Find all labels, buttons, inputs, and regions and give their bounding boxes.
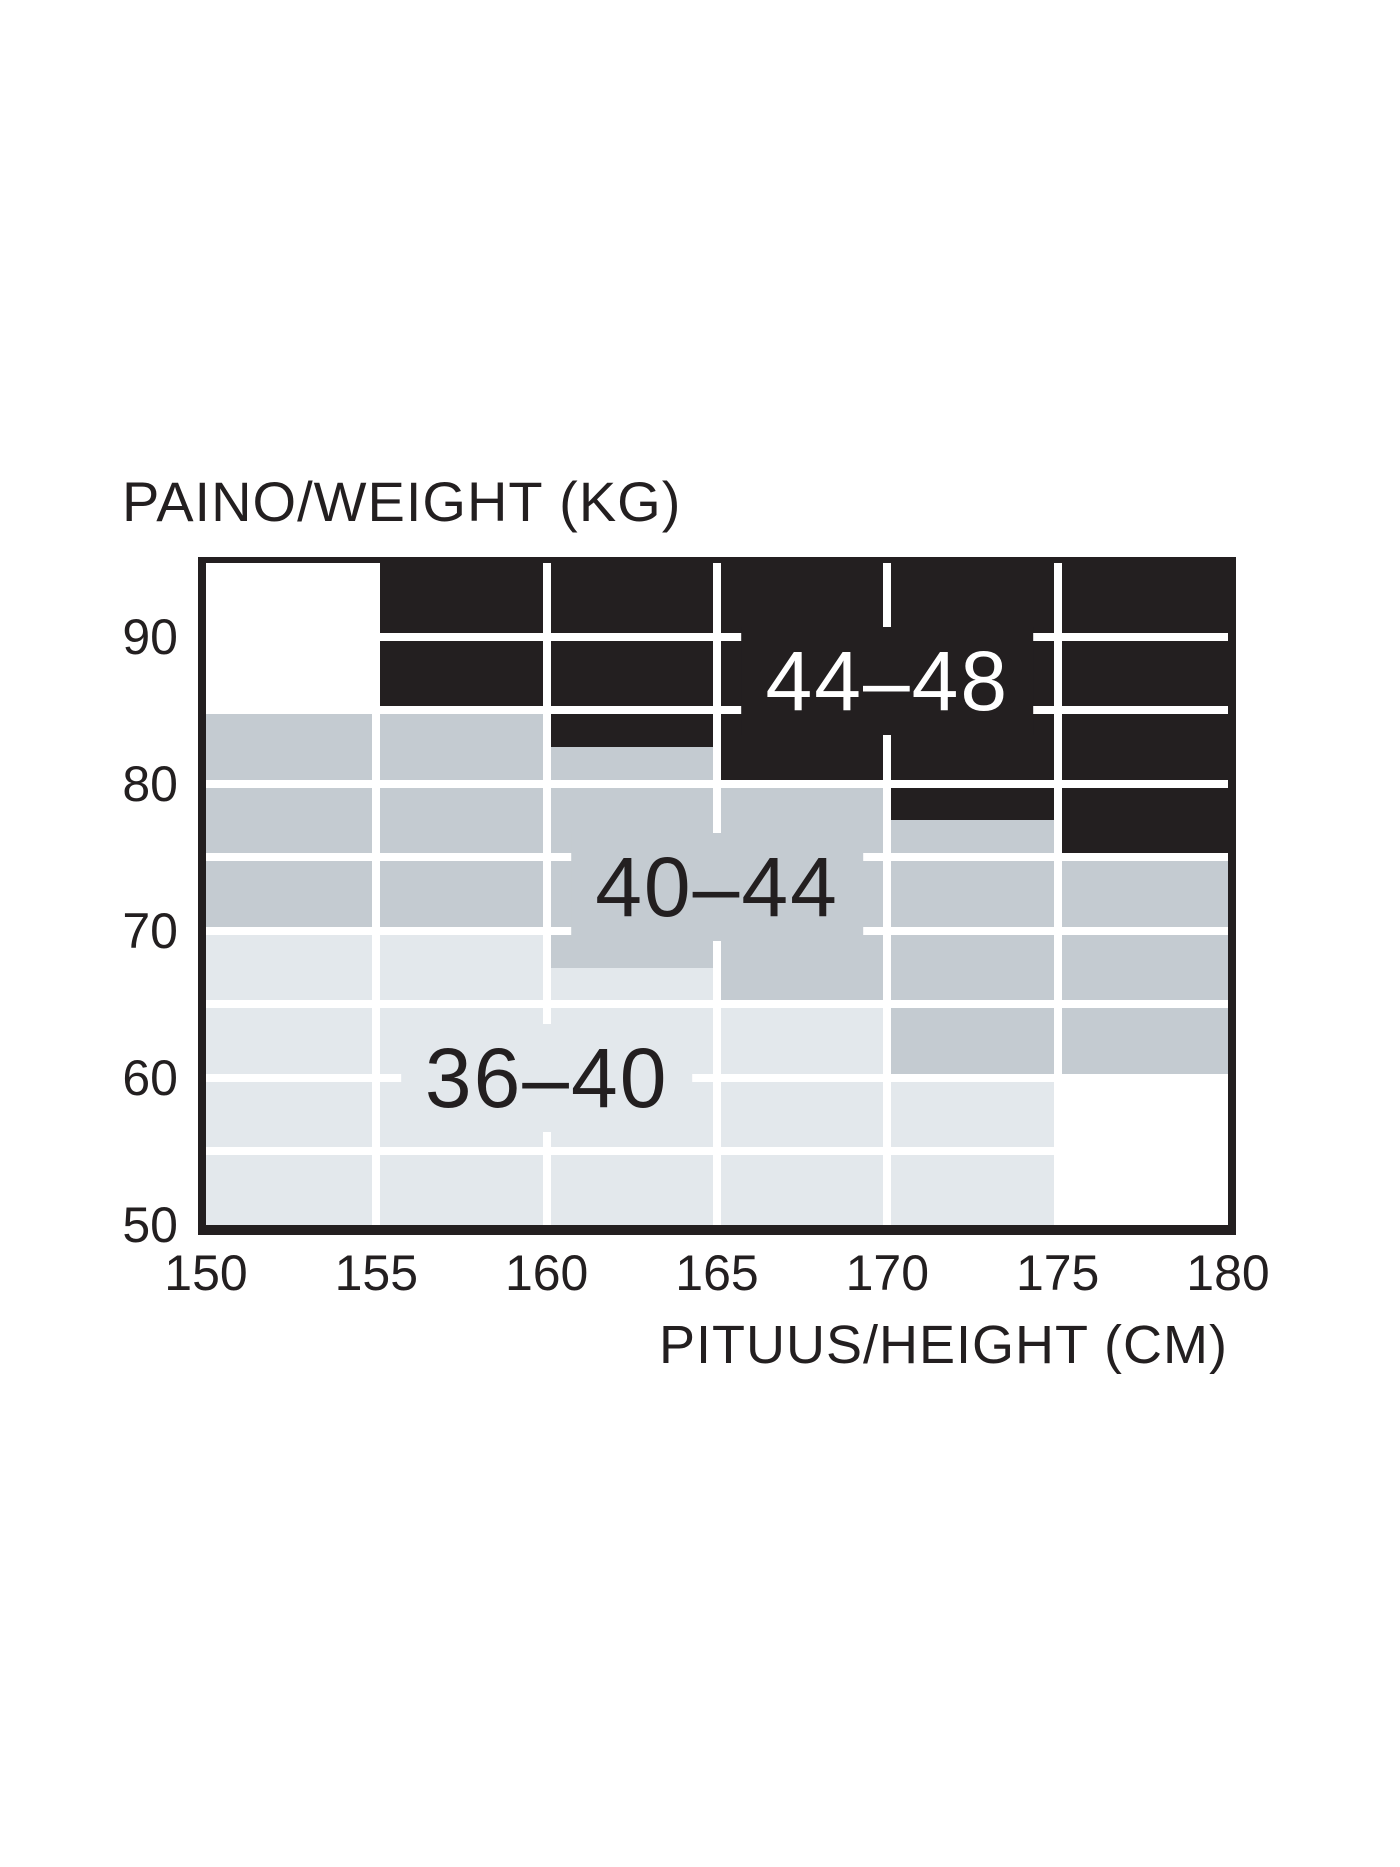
grid-band bbox=[546, 563, 717, 747]
vertical-gridline bbox=[372, 563, 381, 1225]
plot-area: 36–40 40–44 44–48 bbox=[198, 557, 1236, 1235]
y-tick-label: 70 bbox=[122, 902, 178, 959]
y-tick-label: 50 bbox=[122, 1197, 178, 1253]
grid-band bbox=[376, 710, 547, 931]
horizontal-gridline bbox=[206, 1000, 1228, 1009]
horizontal-gridline bbox=[206, 632, 1228, 641]
horizontal-gridline bbox=[206, 1147, 1228, 1156]
grid-band bbox=[1057, 857, 1228, 1078]
grid-band bbox=[887, 820, 1058, 1078]
y-tick-label: 60 bbox=[122, 1049, 178, 1106]
size-region-label: 40–44 bbox=[571, 832, 863, 941]
size-region-label: 36–40 bbox=[400, 1023, 693, 1132]
grid-band bbox=[717, 1004, 888, 1225]
grid-band bbox=[206, 710, 377, 931]
horizontal-gridline bbox=[206, 779, 1228, 788]
size-region-label: 44–48 bbox=[741, 626, 1034, 735]
plot-border bbox=[198, 557, 1236, 1235]
y-tick-label: 90 bbox=[122, 608, 178, 665]
x-tick-label: 165 bbox=[675, 1245, 759, 1301]
x-tick-label: 155 bbox=[334, 1245, 419, 1301]
x-axis-title: PITUUS/HEIGHT (CM) bbox=[659, 1315, 1228, 1375]
vertical-gridline bbox=[883, 563, 892, 1225]
y-tick-label: 80 bbox=[122, 755, 178, 812]
x-tick-label: 175 bbox=[1015, 1245, 1100, 1301]
x-tick-label: 170 bbox=[845, 1245, 930, 1301]
horizontal-gridline bbox=[206, 706, 1228, 715]
x-tick-label: 150 bbox=[164, 1245, 248, 1301]
x-tick-label: 180 bbox=[1186, 1245, 1270, 1301]
x-tick-label: 160 bbox=[504, 1245, 589, 1301]
horizontal-gridline bbox=[206, 1073, 1228, 1082]
vertical-gridline bbox=[542, 563, 551, 1225]
y-axis-title: PAINO/WEIGHT (KG) bbox=[122, 470, 682, 533]
vertical-gridline bbox=[1053, 563, 1062, 1225]
